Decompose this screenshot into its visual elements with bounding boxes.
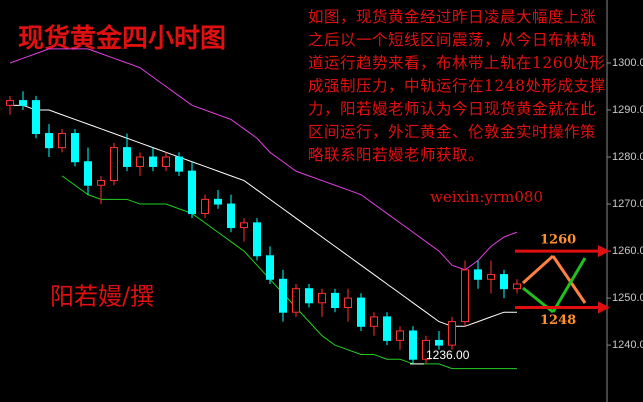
candle-body (305, 288, 313, 304)
level-label: 1260 (540, 233, 576, 248)
candle-body (318, 292, 326, 304)
candle-body (357, 297, 365, 327)
candle-body (487, 274, 495, 280)
candle-body (409, 330, 417, 360)
candle-body (110, 147, 118, 182)
candle-body (188, 170, 196, 214)
y-tick-label: 1290.00 (612, 104, 643, 116)
candle-body (513, 283, 521, 290)
arrow-head (598, 301, 610, 314)
candle-body (500, 274, 508, 290)
candle-body (97, 180, 105, 186)
y-tick-label: 1280.00 (612, 151, 643, 163)
level-label: 1248 (540, 313, 576, 328)
candle-body (448, 321, 456, 346)
band-line (9, 48, 518, 271)
candle-body (266, 255, 274, 280)
candle-body (396, 330, 404, 341)
candle-body (84, 161, 92, 186)
candle-body (32, 100, 40, 135)
candle-body (58, 133, 66, 149)
candle-body (19, 100, 27, 106)
candle-body (344, 297, 352, 308)
y-tick-label: 1250.00 (612, 292, 643, 304)
candle-body (240, 222, 248, 229)
candle-body (227, 203, 235, 229)
y-tick-label: 1240.00 (612, 339, 643, 351)
y-tick-label: 1260.00 (612, 245, 643, 257)
band-line (61, 175, 517, 370)
candle-body (175, 156, 183, 172)
candle-body (45, 133, 53, 149)
candle-body (435, 339, 443, 346)
candle-body (201, 198, 209, 214)
candle-body (292, 288, 300, 313)
candle-body (123, 147, 131, 167)
zigzag-arrows (521, 254, 587, 314)
candle-body (279, 278, 287, 313)
description: 如图，现货黄金经过昨日凌晨大幅度上涨之后以一个短线区间震荡，从今日布林轨道运行趋… (308, 8, 606, 164)
candle-body (162, 156, 170, 167)
candle-body (214, 198, 222, 205)
y-tick-label: 1300.00 (612, 57, 643, 69)
candle-body (474, 269, 482, 280)
candle-body (149, 156, 157, 167)
candle-body (253, 222, 261, 257)
candle-body (461, 269, 469, 323)
candle-body (422, 339, 430, 360)
candle-body (136, 156, 144, 167)
low-label: 1236.00 (426, 348, 470, 362)
candle-body (331, 292, 339, 308)
arrow-head (598, 245, 610, 258)
candle-body (71, 133, 79, 163)
candle-body (370, 316, 378, 327)
author: 阳若嫚/撰 (50, 283, 154, 311)
candle-body (6, 100, 14, 106)
wechat: weixin:yrm080 (430, 188, 543, 206)
band-line (10, 104, 517, 327)
y-tick-label: 1270.00 (612, 198, 643, 210)
candle-body (383, 316, 391, 341)
